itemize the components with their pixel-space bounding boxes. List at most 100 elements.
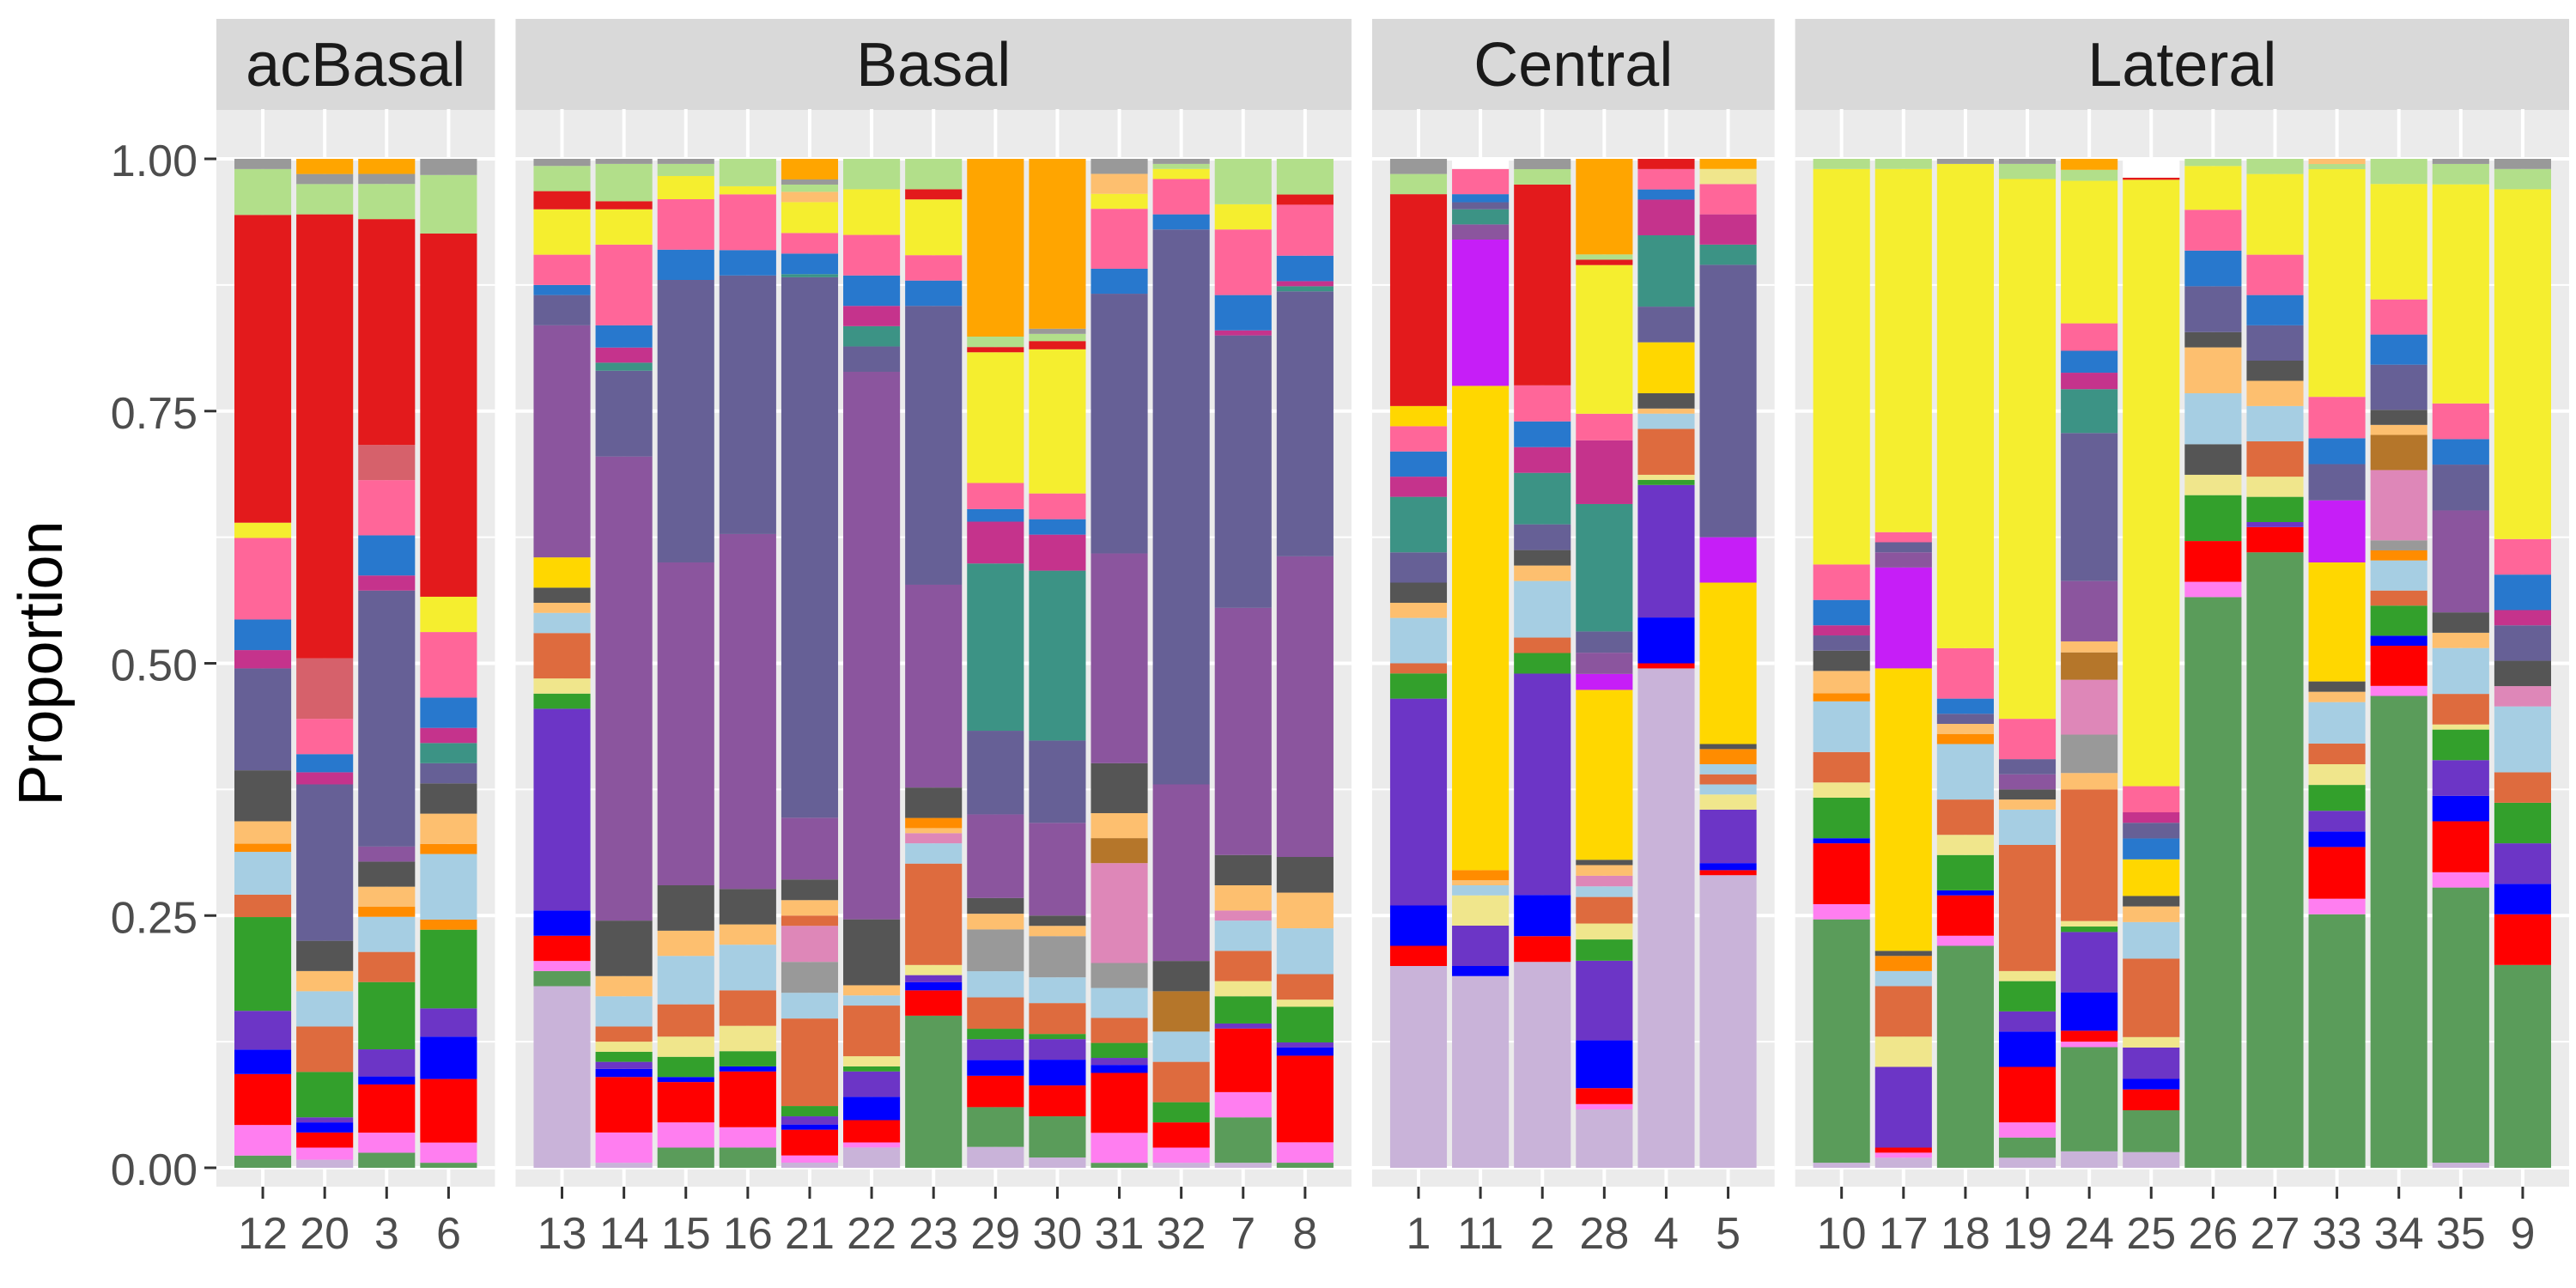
bar-segment [1214, 335, 1272, 608]
bar-segment [781, 276, 839, 818]
bar-segment [967, 731, 1024, 815]
bar-segment [2494, 843, 2551, 884]
bar-segment [2432, 465, 2489, 511]
bar-segment [843, 234, 901, 276]
bar-segment [1813, 671, 1870, 694]
bar-segment [657, 1004, 714, 1037]
bar-segment [2308, 898, 2366, 914]
bar-segment [657, 930, 714, 957]
bar-segment [2123, 838, 2180, 860]
bar-segment [2370, 184, 2427, 300]
bar-segment [1813, 159, 1870, 169]
bar-segment [2432, 795, 2489, 822]
bar-segment [2494, 964, 2551, 1168]
bar-segment [1276, 286, 1334, 292]
bar-segment [2123, 1036, 2180, 1048]
bar-segment [1514, 385, 1571, 422]
bar-segment [719, 924, 776, 945]
bar-segment [420, 727, 477, 744]
bar-acbasal-6 [420, 159, 477, 1168]
bar-segment [967, 914, 1024, 930]
bar-segment [234, 894, 292, 918]
bar-lateral-34 [2370, 159, 2427, 1168]
facet-panel-acbasal: acBasal 12 20 3 6 [216, 19, 495, 1259]
bar-segment [1637, 342, 1695, 393]
bar-segment [657, 175, 714, 199]
bar-segment [420, 596, 477, 633]
bar-segment [2061, 789, 2118, 921]
bar-segment [1699, 863, 1757, 871]
bar-segment [719, 275, 776, 534]
bar-segment [2432, 439, 2489, 465]
bar-segment [2370, 434, 2427, 471]
bar-segment [781, 1163, 839, 1168]
bar-segment [2184, 474, 2242, 495]
bar-segment [296, 1072, 354, 1118]
bar-segment [967, 1075, 1024, 1108]
bar-segment [234, 843, 292, 853]
bar-segment [1576, 886, 1633, 897]
bar-segment [1699, 809, 1757, 864]
bar-basal-7 [1214, 159, 1272, 1168]
bar-segment [2308, 562, 2366, 682]
bar-segment [1699, 159, 1757, 169]
bar-segment [781, 1106, 839, 1117]
bar-segment [296, 658, 354, 720]
bar-segment [905, 255, 963, 281]
bar-segment [657, 249, 714, 280]
bar-segment [1936, 895, 1994, 936]
bar-segment [2123, 177, 2180, 180]
bar-segment [1214, 981, 1272, 997]
bar-segment [1699, 749, 1757, 764]
bar-segment [1452, 926, 1510, 966]
y-tick-label: 0.00 [111, 1145, 197, 1195]
bar-segment [420, 697, 477, 728]
bar-segment [1029, 333, 1086, 342]
bar-segment [2061, 1151, 2118, 1168]
bar-segment [2494, 610, 2551, 626]
bar-segment [781, 184, 839, 192]
bar-segment [1576, 1088, 1633, 1104]
bar-segment [358, 916, 416, 952]
bar-segment [1029, 1034, 1086, 1040]
bar-segment [905, 787, 963, 818]
bar-segment [1389, 945, 1448, 966]
bar-segment [595, 1077, 653, 1133]
bar-lateral-33 [2308, 159, 2366, 1168]
bar-segment [781, 274, 839, 277]
bar-segment [2246, 405, 2304, 441]
bar-segment [1276, 892, 1334, 929]
x-tick-label: 7 [1230, 1209, 1255, 1259]
bar-segment [1936, 890, 1994, 896]
bar-segment [1998, 1157, 2057, 1168]
bar-segment [358, 173, 416, 185]
x-tick-label: 21 [785, 1209, 835, 1259]
bar-segment [1813, 843, 1870, 904]
bar-segment [1813, 650, 1870, 671]
bar-segment [1874, 951, 1932, 957]
bar-segment [1091, 1065, 1148, 1073]
bar-segment [358, 184, 416, 220]
bar-segment [1214, 920, 1272, 951]
bar-segment [533, 693, 591, 709]
bar-segment [2246, 380, 2304, 406]
bar-segment [905, 964, 963, 975]
bar-segment [595, 1026, 653, 1042]
bar-segment [420, 813, 477, 844]
bar-segment [595, 1132, 653, 1163]
bar-segment [719, 185, 776, 195]
bar-segment [358, 480, 416, 536]
bar-segment [781, 817, 839, 880]
bar-segment [1576, 264, 1633, 414]
bar-segment [1514, 895, 1571, 937]
bar-segment [781, 879, 839, 901]
bar-segment [2061, 169, 2118, 181]
bar-segment [420, 159, 477, 175]
bar-segment [843, 1120, 901, 1143]
bar-segment [1214, 1028, 1272, 1092]
x-tick-label: 3 [374, 1209, 399, 1259]
bar-segment [967, 347, 1024, 353]
bar-segment [719, 1025, 776, 1052]
bar-segment [358, 590, 416, 847]
bar-segment [2123, 958, 2180, 1037]
